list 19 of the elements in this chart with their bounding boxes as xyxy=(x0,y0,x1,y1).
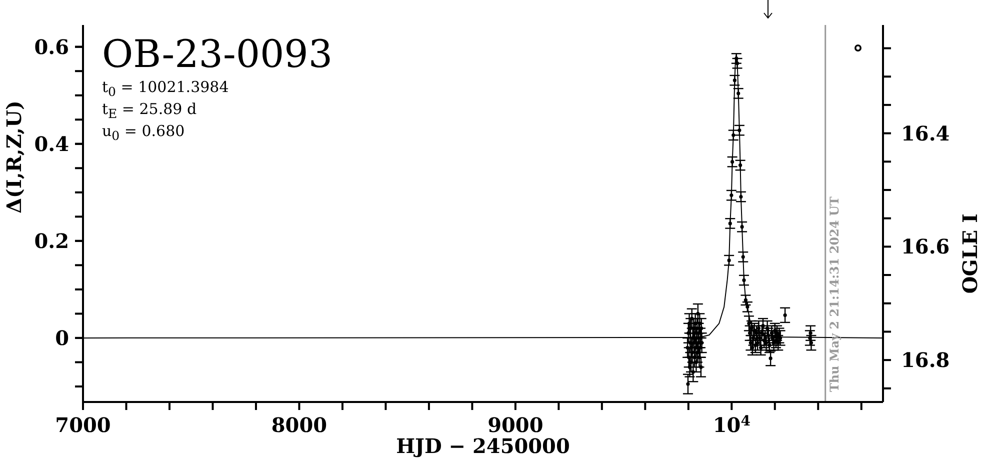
y2-axis-title: OGLE I xyxy=(958,214,982,294)
y2-tick-label: 16.6 xyxy=(901,234,950,259)
chart-title: OB-23-0093 xyxy=(102,32,333,76)
annotation: u$_{0}$ = 0.680 xyxy=(102,122,185,143)
x-tick-label: 7000 xyxy=(55,413,111,437)
y-tick-label: 0.6 xyxy=(34,34,69,59)
x-tick-label: 9000 xyxy=(488,413,544,437)
y-tick-label: 0.4 xyxy=(34,132,70,156)
y-axis-title: Δ(I,R,Z,U) xyxy=(2,100,26,214)
x-axis-title: HJD − 2450000 xyxy=(396,434,570,458)
x-tick-label: 10$^{4}$ xyxy=(712,413,751,437)
annotation: Thu May 2 21:14:31 2024 UT xyxy=(827,196,842,392)
annotation: t$_{E}$ = 25.89 d xyxy=(102,100,197,121)
y2-tick-label: 16.4 xyxy=(901,121,950,146)
x-tick-label: 8000 xyxy=(271,413,328,437)
y2-tick-label: 16.8 xyxy=(901,348,950,372)
annotation: t$_{0}$ = 10021.3984 xyxy=(102,78,229,99)
y-tick-label: 0.2 xyxy=(34,228,69,253)
y-tick-label: 0 xyxy=(55,326,69,350)
